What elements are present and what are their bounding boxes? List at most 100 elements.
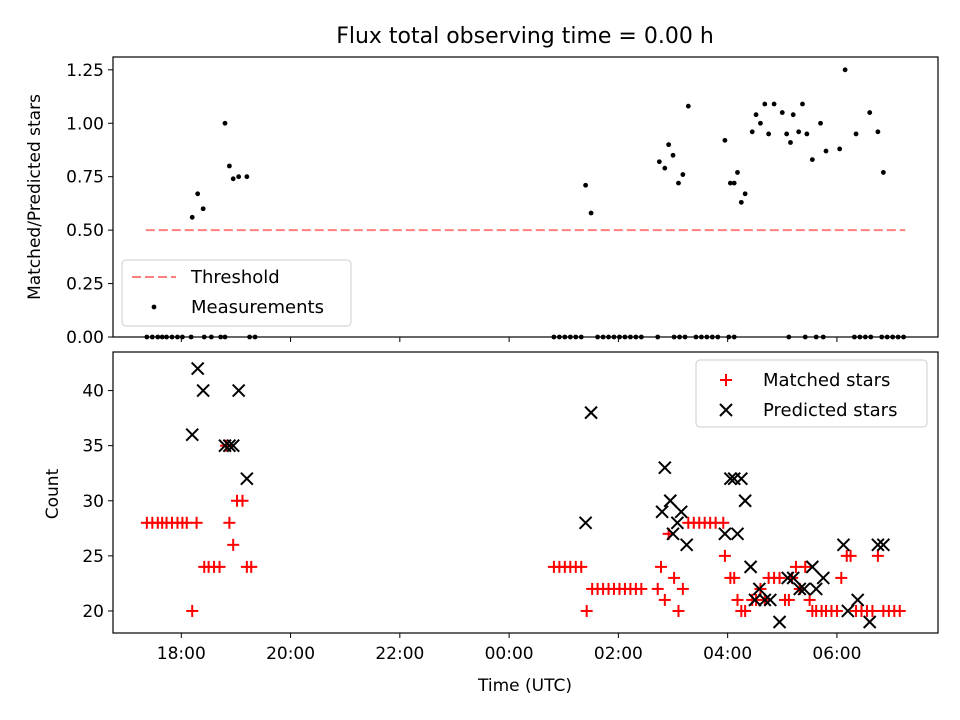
predicted-star-stroke — [240, 472, 254, 486]
matched-star-point — [676, 582, 689, 595]
bottom-chart-xlabel: Time (UTC) — [477, 676, 572, 696]
measurement-point — [722, 137, 728, 143]
predicted-star-stroke — [226, 438, 240, 453]
threshold-legend-label: Threshold — [190, 267, 280, 288]
matched-legend-label: Matched stars — [763, 370, 890, 391]
predicted-star-stroke — [763, 593, 777, 607]
predicted-star-stroke — [730, 527, 745, 541]
top-y-axis: 0.00 0.25 0.50 0.75 1.00 1.25 — [66, 61, 113, 348]
predicted-star-point — [222, 438, 237, 453]
predicted-star-stroke — [743, 560, 758, 574]
measurement-point — [195, 191, 201, 197]
measurements-legend-swatch — [151, 304, 157, 310]
predicted-star-stroke — [809, 582, 823, 596]
matched-star-point — [658, 593, 671, 606]
measurement-point — [727, 180, 733, 186]
matched-star-point — [773, 571, 786, 584]
matched-star-point — [835, 571, 848, 584]
bottom-xtick-label: 18:00 — [157, 644, 206, 664]
predicted-star-point — [781, 571, 795, 585]
matched-star-point — [717, 516, 730, 529]
matched-star-point — [893, 604, 906, 617]
predicted-star-point — [797, 582, 811, 596]
predicted-star-stroke — [793, 582, 807, 596]
top-chart-title: Flux total observing time = 0.00 h — [336, 24, 714, 49]
matched-star-point — [718, 549, 731, 562]
predicted-star-stroke — [196, 383, 210, 398]
measurement-point — [784, 131, 790, 137]
measurement-point — [738, 199, 744, 205]
matched-star-point — [236, 494, 249, 507]
top-chart-ylabel: Matched/Predicted stars — [25, 94, 45, 300]
matched-star-point — [190, 516, 203, 529]
matched-star-point — [803, 593, 816, 606]
predicted-star-stroke — [738, 494, 752, 508]
predicted-star-stroke — [836, 538, 851, 552]
predicted-star-stroke — [674, 505, 688, 519]
measurement-point — [685, 103, 691, 109]
measurement-point — [758, 120, 763, 126]
predicted-star-point — [793, 582, 807, 596]
predicted-star-stroke — [723, 472, 738, 486]
measurement-point — [788, 140, 793, 145]
bottom-y-axis: 20 25 30 35 40 — [82, 382, 113, 622]
top-legend: Threshold Measurements — [121, 259, 352, 327]
predicted-star-stroke — [805, 560, 820, 574]
predicted-star-stroke — [679, 538, 694, 552]
measurement-point — [842, 67, 848, 73]
predicted-star-stroke — [748, 593, 762, 607]
measurement-point — [779, 110, 785, 115]
matched-star-point — [635, 582, 648, 595]
predicted-star-stroke — [816, 571, 830, 585]
predicted-star-point — [190, 361, 205, 376]
predicted-star-point — [786, 571, 800, 585]
predicted-star-stroke — [670, 516, 685, 530]
measurement-point — [771, 101, 777, 107]
bottom-ytick-label: 30 — [82, 492, 104, 512]
matched-star-point — [830, 604, 843, 617]
measurement-point — [867, 110, 873, 115]
predicted-star-stroke — [658, 460, 672, 475]
predicted-star-stroke — [758, 593, 772, 607]
predicted-star-point — [805, 560, 820, 574]
predicted-star-stroke — [663, 494, 677, 508]
top-ytick-label: 0.00 — [66, 328, 104, 348]
predicted-star-point — [718, 527, 732, 541]
matched-star-point — [227, 538, 240, 551]
predicted-star-point — [226, 438, 240, 453]
predicted-star-point — [723, 472, 738, 486]
matched-star-point — [739, 604, 752, 617]
measurement-point — [222, 120, 228, 126]
matched-star-point — [731, 593, 744, 606]
predicted-legend-swatch — [719, 403, 733, 417]
matched-star-point — [580, 604, 593, 617]
predicted-star-point — [876, 538, 891, 552]
top-legend-box — [121, 259, 352, 327]
matched-star-point — [668, 571, 681, 584]
predicted-star-stroke — [185, 427, 199, 442]
measurement-point — [790, 112, 796, 118]
measurement-point — [230, 176, 236, 182]
bottom-legend-box — [695, 359, 928, 428]
measurement-point — [666, 142, 672, 148]
predicted-star-point — [743, 560, 758, 574]
measurement-point — [809, 157, 815, 162]
predicted-star-point — [738, 494, 752, 508]
predicted-star-point — [196, 383, 210, 398]
predicted-star-stroke — [718, 527, 732, 541]
predicted-star-stroke — [797, 582, 811, 596]
predicted-legend-label: Predicted stars — [763, 400, 897, 421]
predicted-star-point — [674, 505, 688, 519]
measurement-point — [796, 129, 802, 135]
measurements-legend-label: Measurements — [191, 297, 324, 318]
bottom-ytick-label: 35 — [82, 437, 104, 457]
predicted-star-point — [752, 582, 767, 596]
predicted-star-point — [666, 527, 680, 541]
measurement-point — [670, 152, 676, 158]
predicted-star-stroke — [862, 615, 877, 629]
predicted-star-stroke — [752, 582, 767, 596]
matched-star-point — [782, 593, 795, 606]
predicted-star-stroke — [655, 505, 669, 519]
top-x-axis — [180, 337, 838, 342]
bottom-xtick-label: 06:00 — [812, 644, 861, 664]
